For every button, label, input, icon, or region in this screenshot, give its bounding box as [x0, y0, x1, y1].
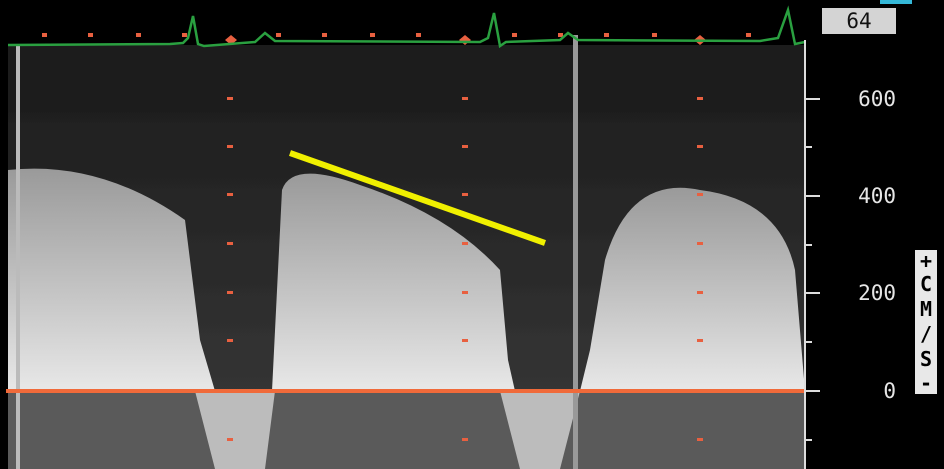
scale-label: 600 — [858, 87, 896, 111]
unit-minus: - — [915, 372, 937, 394]
marker-line — [573, 35, 578, 469]
status-indicator — [880, 0, 912, 4]
reverse-flow — [8, 391, 805, 469]
scale-label: 200 — [858, 281, 896, 305]
scale-label: 400 — [858, 184, 896, 208]
scale-ticks — [805, 99, 820, 440]
value-box: 64 — [822, 8, 896, 34]
baseline — [6, 389, 806, 393]
ecg-trace — [8, 10, 805, 46]
spectrum — [8, 45, 805, 469]
marker-line — [16, 45, 20, 469]
unit-label: + CM/S - — [915, 250, 937, 394]
unit-text: CM/S — [915, 272, 937, 372]
ultrasound-screen: 600 400 200 0 64 + CM/S - (() => { const… — [0, 0, 944, 469]
scale-label: 0 — [883, 379, 896, 403]
doppler-display: 600 400 200 0 — [0, 0, 944, 469]
unit-plus: + — [915, 250, 937, 272]
